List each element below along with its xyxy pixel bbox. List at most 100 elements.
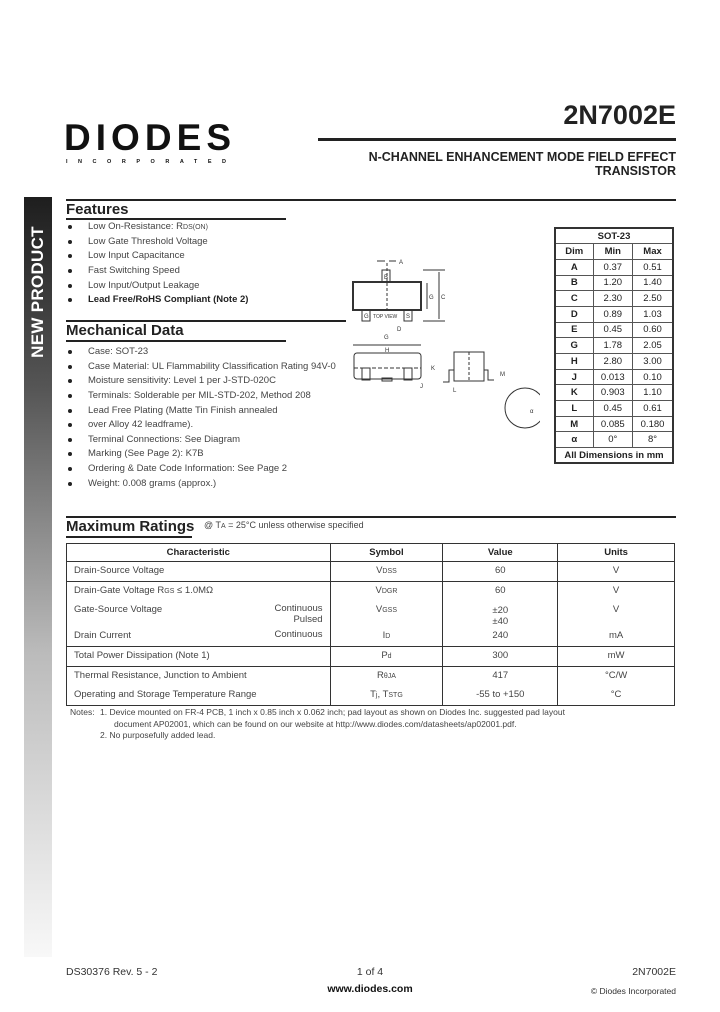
symbol: VDGR [329, 581, 443, 601]
note-1-cont: document AP02001, which can be found on … [114, 718, 517, 729]
dim-row: B 1.20 1.40 [554, 274, 674, 292]
value: 240 [442, 627, 558, 647]
list-item: Lead Free/RoHS Compliant (Note 2) [66, 293, 248, 308]
symbol: Tj, TSTG [329, 686, 443, 706]
part-number-title: 2N7002E [563, 100, 676, 130]
dim-label: L [554, 400, 594, 417]
page-number: 1 of 4 [356, 966, 384, 978]
table-row: Drain-Source Voltage VDSS 60 V [66, 561, 675, 582]
dim-min: 0.37 [592, 258, 634, 276]
dim-col-header: Max [632, 243, 674, 260]
svg-text:J: J [420, 384, 423, 390]
logo-subtext: INCORPORATED [66, 159, 226, 165]
notes-label: Notes: [70, 707, 95, 717]
dim-row: K 0.903 1.10 [554, 384, 674, 402]
unit: mA [557, 627, 675, 647]
characteristic: Continuous Pulsed Gate-Source Voltage [66, 601, 331, 627]
dim-max: 0.51 [632, 258, 674, 276]
svg-text:TOP VIEW: TOP VIEW [373, 314, 398, 320]
dim-label: H [554, 353, 594, 370]
condition: Continuous Pulsed [274, 603, 323, 625]
dim-max: 1.10 [632, 384, 674, 402]
svg-text:L: L [453, 388, 457, 394]
dim-min: 0.085 [592, 415, 634, 433]
characteristic: Total Power Dissipation (Note 1) [66, 646, 331, 667]
characteristic: Continuous Drain Current [66, 627, 331, 647]
list-item: Case Material: UL Flammability Classific… [66, 360, 336, 375]
list-item: Low Input Capacitance [66, 249, 248, 264]
dim-min: 0.903 [592, 384, 634, 402]
unit: V [557, 561, 675, 582]
dim-row: C 2.30 2.50 [554, 290, 674, 307]
unit: °C [557, 686, 675, 706]
condition: Continuous [274, 629, 323, 640]
list-item: Fast Switching Speed [66, 264, 248, 279]
table-row: Thermal Resistance, Junction to Ambient R… [66, 666, 675, 686]
dim-min: 1.20 [592, 274, 634, 292]
package-name: SOT-23 [554, 227, 674, 245]
max-ratings-heading: Maximum Ratings [66, 518, 195, 535]
dim-label: α [554, 431, 594, 449]
table-row: Continuous Drain Current ID 240 mA [66, 627, 675, 647]
col-header: Value [442, 543, 559, 562]
svg-text:D: D [397, 327, 402, 333]
symbol: ID [329, 627, 443, 647]
dim-label: K [554, 384, 594, 402]
dim-row: M 0.085 0.180 [554, 415, 674, 433]
features-heading: Features [66, 201, 129, 218]
mechanical-underline [66, 340, 286, 342]
symbol: VDSS [329, 561, 443, 582]
list-item: Low Input/Output Leakage [66, 279, 248, 294]
list-item: Marking (See Page 2): K7B [66, 447, 336, 462]
list-item: over Alloy 42 leadframe). [66, 418, 336, 433]
features-list: Low On-Resistance: RDS(ON) Low Gate Thre… [66, 220, 248, 308]
dim-row: E 0.45 0.60 [554, 321, 674, 339]
dim-row: G 1.78 2.05 [554, 337, 674, 354]
device-subtitle: N-CHANNEL ENHANCEMENT MODE FIELD EFFECT T… [296, 150, 676, 178]
dim-label: G [554, 337, 594, 354]
dim-label: E [554, 321, 594, 339]
table-row: Operating and Storage Temperature Range T… [66, 686, 675, 706]
characteristic: Drain-Gate Voltage RGS ≤ 1.0MΩ [66, 581, 331, 601]
dim-min: 2.30 [592, 290, 634, 307]
dim-max: 2.50 [632, 290, 674, 307]
features-underline [66, 218, 286, 220]
dim-max: 3.00 [632, 353, 674, 370]
dim-label: B [554, 274, 594, 292]
mechanical-heading: Mechanical Data [66, 322, 184, 339]
dim-row: α 0° 8° [554, 431, 674, 449]
dim-label: C [554, 290, 594, 307]
dim-row: H 2.80 3.00 [554, 353, 674, 370]
table-row: Drain-Gate Voltage RGS ≤ 1.0MΩ VDGR 60 V [66, 581, 675, 601]
svg-text:C: C [441, 295, 446, 301]
website-link[interactable]: www.diodes.com [327, 983, 413, 995]
dim-max: 1.40 [632, 274, 674, 292]
new-product-label: NEW PRODUCT [28, 226, 47, 358]
ratings-top-rule [66, 516, 676, 518]
svg-text:K: K [431, 366, 435, 372]
list-item: Weight: 0.008 grams (approx.) [66, 477, 336, 492]
doc-number: DS30376 Rev. 5 - 2 [66, 966, 158, 978]
copyright: © Diodes Incorporated [590, 986, 676, 996]
dim-col-header: Min [592, 243, 634, 260]
dim-col-header: Dim [554, 243, 594, 260]
table-row: Continuous Pulsed Gate-Source Voltage VGSS ±… [66, 601, 675, 627]
dim-label: J [554, 368, 594, 386]
list-item: Low On-Resistance: RDS(ON) [66, 220, 248, 235]
dim-min: 0.45 [592, 321, 634, 339]
dim-row: D 0.89 1.03 [554, 305, 674, 323]
svg-text:A: A [399, 260, 403, 266]
table-row: Total Power Dissipation (Note 1) Pd 300 mW [66, 646, 675, 667]
dim-max: 0.180 [632, 415, 674, 433]
value: 300 [442, 646, 558, 667]
dim-min: 0.45 [592, 400, 634, 417]
logo-text: DIODES [64, 120, 230, 158]
svg-text:G: G [384, 335, 389, 341]
svg-text:M: M [500, 372, 505, 378]
col-header: Symbol [329, 543, 444, 562]
diodes-logo: DIODES INCORPORATED [64, 117, 234, 170]
characteristic: Operating and Storage Temperature Range [66, 686, 331, 706]
note-1: 1. Device mounted on FR-4 PCB, 1 inch x … [100, 707, 565, 717]
dim-min: 2.80 [592, 353, 634, 370]
svg-text:α: α [530, 409, 534, 415]
